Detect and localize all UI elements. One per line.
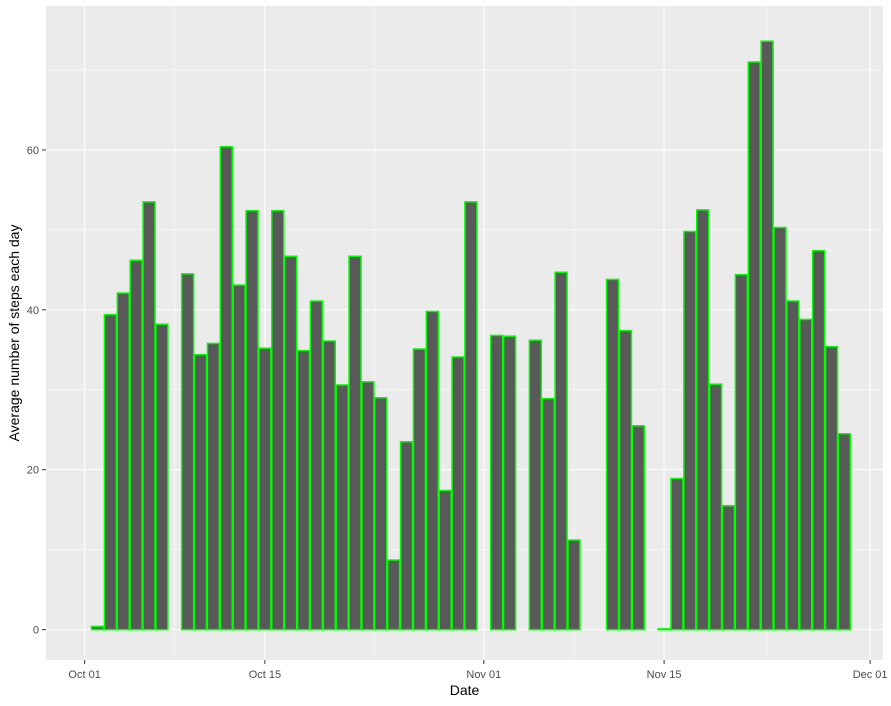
bar — [90, 625, 105, 631]
y-axis-ticks: 0 20 40 60 — [27, 145, 46, 637]
bar — [657, 628, 671, 631]
bar — [103, 313, 118, 631]
bar — [129, 259, 143, 631]
bar — [528, 339, 543, 631]
bar — [811, 249, 826, 631]
y-tick-label: 0 — [33, 625, 39, 637]
bar — [708, 383, 723, 631]
bar — [554, 271, 568, 631]
bar — [747, 61, 761, 631]
bar — [799, 318, 813, 631]
bar — [271, 209, 285, 631]
bar — [348, 255, 362, 631]
bar — [721, 504, 736, 631]
bar — [567, 539, 581, 631]
bar — [837, 432, 852, 631]
bar — [361, 381, 375, 631]
bar — [502, 335, 517, 631]
bar — [489, 334, 504, 631]
y-axis-title: Average number of steps each day — [6, 225, 22, 442]
bar — [283, 255, 298, 631]
bar — [695, 209, 710, 631]
bar — [773, 226, 787, 631]
bar — [412, 348, 427, 631]
bar — [464, 201, 478, 631]
bar — [374, 397, 388, 631]
bar — [206, 342, 221, 631]
bar — [245, 209, 259, 631]
bar — [786, 300, 800, 631]
bar — [618, 329, 633, 631]
x-axis-ticks: Oct 01 Oct 15 Nov 01 Nov 15 Dec 01 — [68, 660, 888, 681]
x-tick-label: Nov 01 — [466, 669, 501, 681]
y-tick-label: 20 — [27, 465, 39, 477]
bar — [386, 559, 401, 631]
bar — [399, 440, 414, 631]
bar — [258, 347, 272, 631]
x-tick-label: Nov 15 — [647, 669, 682, 681]
x-tick-label: Dec 01 — [853, 669, 888, 681]
bar — [605, 278, 620, 631]
x-tick-label: Oct 01 — [68, 669, 100, 681]
y-tick-label: 40 — [27, 305, 39, 317]
bar — [232, 284, 246, 631]
bar — [155, 323, 169, 631]
bar — [142, 201, 156, 631]
x-tick-label: Oct 15 — [249, 669, 281, 681]
bar — [116, 292, 130, 631]
x-axis-title: Date — [450, 682, 480, 698]
bar — [335, 384, 349, 631]
bar — [451, 356, 465, 631]
bar — [438, 489, 452, 631]
bar — [180, 273, 195, 631]
bar — [219, 145, 234, 631]
y-tick-label: 60 — [27, 145, 39, 157]
bar — [734, 273, 749, 631]
bar — [760, 40, 774, 631]
bar — [670, 477, 684, 631]
bar — [631, 424, 646, 631]
bar — [683, 230, 697, 631]
bars — [90, 40, 852, 631]
bar — [824, 345, 839, 631]
bar — [322, 340, 337, 631]
bar — [425, 310, 440, 631]
bar — [309, 300, 324, 631]
bar — [541, 397, 555, 631]
bar — [296, 349, 311, 631]
bar — [193, 353, 208, 631]
